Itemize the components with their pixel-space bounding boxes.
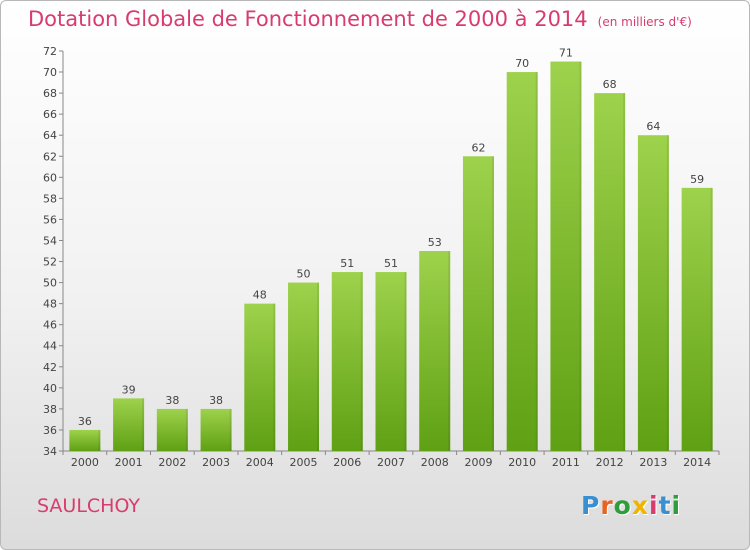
bar-shade — [623, 93, 626, 452]
y-tick-label: 62 — [43, 150, 57, 163]
x-tick-label-2011: 2011 — [552, 456, 580, 469]
x-tick-label-2005: 2005 — [290, 456, 318, 469]
bar-shade — [710, 187, 713, 451]
bar-shade — [404, 272, 407, 451]
bar-shade — [579, 61, 582, 452]
bar-shade — [535, 72, 538, 451]
x-tick-label-2012: 2012 — [596, 456, 624, 469]
bar-2010 — [506, 72, 538, 451]
bar-2001 — [113, 398, 145, 451]
commune-name: SAULCHOY — [37, 495, 140, 517]
x-tick-label-2006: 2006 — [333, 456, 361, 469]
y-tick-label: 34 — [43, 445, 57, 458]
y-tick-label: 68 — [43, 87, 57, 100]
x-tick-label-2009: 2009 — [464, 456, 492, 469]
x-tick-label-2013: 2013 — [639, 456, 667, 469]
x-tick-label-2002: 2002 — [158, 456, 186, 469]
x-tick-label-2004: 2004 — [246, 456, 274, 469]
logo-letter: r — [600, 491, 614, 520]
value-label-2014: 59 — [690, 173, 704, 186]
bar-shade — [317, 282, 320, 451]
chart-unit-note: (en milliers d'€) — [597, 15, 692, 29]
y-tick-label: 48 — [43, 298, 57, 311]
bar-shade — [491, 156, 494, 451]
y-tick-label: 64 — [43, 129, 57, 142]
bar-2000 — [69, 429, 101, 451]
x-tick-label-2008: 2008 — [421, 456, 449, 469]
value-label-2011: 71 — [559, 47, 573, 60]
x-tick-label-2000: 2000 — [71, 456, 99, 469]
logo-letter: i — [671, 491, 682, 520]
chart-bars — [69, 61, 713, 452]
x-tick-label-2014: 2014 — [683, 456, 711, 469]
value-label-2000: 36 — [78, 415, 92, 428]
bar-2003 — [200, 408, 232, 451]
y-tick-label: 70 — [43, 66, 57, 79]
bar-shade — [273, 303, 276, 451]
value-label-2002: 38 — [165, 394, 179, 407]
bar-shade — [98, 429, 101, 451]
bar-shade — [448, 251, 451, 451]
bar-2011 — [550, 61, 582, 452]
y-tick-label: 40 — [43, 382, 57, 395]
chart-value-labels: 36 2000 39 2001 38 2002 38 2003 48 2004 50 2005 51 20… — [71, 47, 711, 469]
value-label-2007: 51 — [384, 257, 398, 270]
chart-axes: 34 36 38 40 42 44 46 48 50 52 54 56 58 60 62 64 66 68 70 72 — [43, 45, 720, 458]
x-tick-label-2007: 2007 — [377, 456, 405, 469]
value-label-2008: 53 — [428, 236, 442, 249]
y-tick-label: 56 — [43, 213, 57, 226]
value-label-2009: 62 — [471, 141, 485, 154]
bar-shade — [666, 135, 669, 452]
value-label-2005: 50 — [297, 268, 311, 281]
y-tick-label: 46 — [43, 319, 57, 332]
x-tick-label-2010: 2010 — [508, 456, 536, 469]
logo-letter: i — [649, 491, 659, 520]
value-label-2010: 70 — [515, 57, 529, 70]
bar-2006 — [331, 272, 363, 451]
proxiti-logo[interactable]: Proxiti — [581, 491, 681, 520]
bar-2008 — [419, 251, 451, 451]
logo-letter: t — [658, 491, 672, 520]
y-tick-label: 42 — [43, 361, 57, 374]
bar-2013 — [637, 135, 669, 452]
x-tick-label-2001: 2001 — [115, 456, 143, 469]
bar-2002 — [156, 408, 188, 451]
bar-2007 — [375, 272, 407, 451]
y-tick-label: 72 — [43, 45, 57, 58]
bar-2012 — [594, 93, 626, 452]
y-tick-label: 54 — [43, 234, 57, 247]
y-tick-label: 44 — [43, 340, 57, 353]
bar-shade — [360, 272, 363, 451]
logo-letter: x — [631, 491, 649, 520]
value-label-2013: 64 — [646, 120, 660, 133]
x-tick-label-2003: 2003 — [202, 456, 230, 469]
y-tick-label: 58 — [43, 192, 57, 205]
bar-shade — [185, 408, 188, 451]
bar-shade — [229, 408, 232, 451]
bar-2005 — [288, 282, 320, 451]
bar-2004 — [244, 303, 276, 451]
value-label-2004: 48 — [253, 289, 267, 302]
y-tick-label: 50 — [43, 277, 57, 290]
bar-2009 — [462, 156, 494, 451]
y-tick-label: 66 — [43, 108, 57, 121]
y-tick-label: 52 — [43, 256, 57, 269]
logo-letter: P — [581, 491, 601, 520]
value-label-2012: 68 — [603, 78, 617, 91]
value-label-2006: 51 — [340, 257, 354, 270]
y-tick-label: 60 — [43, 171, 57, 184]
y-tick-label: 38 — [43, 403, 57, 416]
bar-2014 — [681, 187, 713, 451]
logo-letter: o — [613, 491, 632, 520]
bar-shade — [142, 398, 145, 451]
value-label-2003: 38 — [209, 394, 223, 407]
y-tick-label: 36 — [43, 424, 57, 437]
chart-title: Dotation Globale de Fonctionnement de 20… — [28, 7, 692, 31]
value-label-2001: 39 — [122, 383, 136, 396]
chart-title-text: Dotation Globale de Fonctionnement de 20… — [28, 7, 588, 31]
